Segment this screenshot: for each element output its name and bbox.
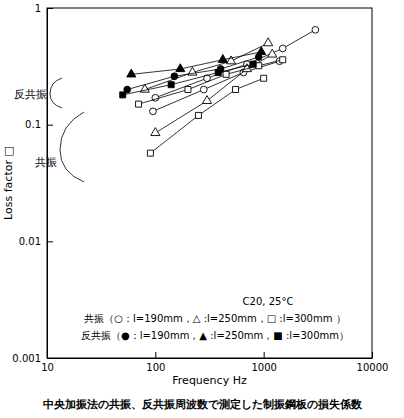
marker bbox=[233, 87, 239, 93]
marker bbox=[215, 69, 221, 75]
bracket bbox=[50, 78, 62, 108]
marker bbox=[250, 61, 256, 67]
marker bbox=[279, 45, 286, 52]
annotation: 反共振 bbox=[14, 88, 47, 101]
y-tick: 1 bbox=[35, 3, 53, 14]
annotation: 共振 bbox=[35, 156, 57, 169]
x-axis-title: Frequency Hz bbox=[172, 374, 247, 387]
x-tick: 1000 bbox=[251, 352, 276, 373]
title: 中央加振法の共振、反共振周波数で測定した制振鋼板の損失係数 bbox=[43, 398, 363, 411]
y-tick-label: 0.01 bbox=[19, 236, 41, 247]
marker bbox=[200, 86, 207, 93]
marker bbox=[185, 87, 191, 93]
legend-text: 共振（○：l=190mm，△ :l=250mm，□ :l=300mm ） bbox=[84, 313, 345, 324]
marker bbox=[147, 150, 153, 156]
y-tick-mark bbox=[47, 358, 53, 359]
series-line bbox=[123, 64, 253, 95]
y-axis-line bbox=[47, 9, 48, 359]
marker bbox=[223, 71, 229, 77]
y-tick-label: 0.001 bbox=[12, 353, 41, 364]
marker bbox=[136, 101, 142, 107]
x-tick: 100 bbox=[146, 352, 165, 373]
series-line bbox=[139, 60, 283, 104]
marker bbox=[171, 73, 178, 80]
marker bbox=[120, 92, 126, 98]
plot-frame bbox=[47, 8, 372, 358]
y-tick: 0.1 bbox=[25, 119, 53, 130]
x-tick-label: 10 bbox=[41, 362, 54, 373]
y-tick: 0.01 bbox=[19, 236, 53, 247]
y-tick: 0.001 bbox=[12, 353, 53, 364]
y-axis: 0.001 0.01 0.1 1 bbox=[12, 3, 53, 364]
annotation: C20, 25°C bbox=[243, 296, 294, 307]
x-tick: 10000 bbox=[357, 352, 389, 373]
x-tick-label: 10000 bbox=[357, 362, 389, 373]
x-tick-label: 1000 bbox=[251, 362, 276, 373]
series-line bbox=[131, 52, 261, 74]
x-axis-line bbox=[48, 358, 373, 359]
x-axis: 10 100 1000 10000 bbox=[41, 352, 388, 373]
bracket bbox=[60, 112, 84, 182]
y-tick-label: 1 bbox=[35, 3, 41, 14]
y-tick-mark bbox=[47, 241, 53, 242]
x-tick-mark bbox=[155, 352, 156, 358]
y-axis-title: Loss factor □ bbox=[2, 146, 15, 220]
marker bbox=[151, 128, 160, 136]
marker bbox=[261, 75, 267, 81]
x-tick-mark bbox=[264, 352, 265, 358]
marker bbox=[257, 47, 266, 55]
plot-area bbox=[120, 26, 319, 156]
x-tick-mark bbox=[372, 352, 373, 358]
series-line bbox=[153, 61, 280, 111]
y-tick-mark bbox=[47, 125, 53, 126]
chart: 10 100 1000 10000 0.001 0.01 0.1 1 Frequency Hz L… bbox=[0, 0, 404, 418]
marker bbox=[312, 26, 319, 33]
y-tick-mark bbox=[47, 8, 53, 9]
marker bbox=[268, 49, 277, 57]
legend-text: 反共振（●：l=190mm，▲ :l=250mm，■ :l=300mm） bbox=[81, 330, 349, 341]
y-tick-label: 0.1 bbox=[25, 119, 41, 130]
marker bbox=[168, 82, 174, 88]
marker bbox=[264, 38, 273, 46]
marker bbox=[150, 108, 157, 115]
marker bbox=[195, 112, 201, 118]
marker bbox=[127, 69, 136, 77]
x-tick-label: 100 bbox=[146, 362, 165, 373]
series-line bbox=[127, 57, 259, 90]
series-line bbox=[155, 30, 315, 98]
series-line bbox=[150, 78, 263, 153]
marker bbox=[176, 64, 185, 72]
marker bbox=[202, 96, 211, 104]
marker bbox=[218, 55, 227, 63]
marker bbox=[280, 57, 286, 63]
